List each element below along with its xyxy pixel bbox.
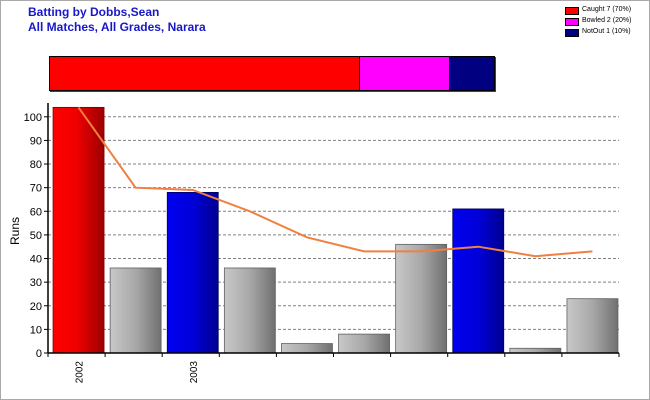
bar-8 <box>452 208 505 354</box>
chart-subtitle: All Matches, All Grades, Narara <box>28 20 206 34</box>
y-tick-label: 50 <box>30 230 42 242</box>
legend-swatch-caught <box>565 7 579 15</box>
y-tick-label: 10 <box>30 324 42 336</box>
bar-3 <box>166 191 219 354</box>
trend-line <box>77 106 593 258</box>
bar-7 <box>395 243 448 354</box>
y-tick-label: 30 <box>30 277 42 289</box>
y-tick-label: 100 <box>24 112 42 124</box>
y-tick-label: 60 <box>30 206 42 218</box>
legend-swatch-notout <box>565 29 579 37</box>
chart-title: Batting by Dobbs,Sean <box>28 5 160 19</box>
bar-5 <box>281 343 333 354</box>
bar-10 <box>566 298 619 354</box>
bar-2 <box>109 267 162 354</box>
y-tick-label: 40 <box>30 254 42 266</box>
dismissal-summary-bar <box>49 56 495 91</box>
bar-4 <box>223 267 276 354</box>
y-tick-label: 80 <box>30 159 42 171</box>
summary-segment-notout <box>449 57 494 90</box>
summary-segment-caught <box>50 57 361 90</box>
y-tick-label: 70 <box>30 183 42 195</box>
summary-segment-bowled <box>360 57 450 90</box>
legend-swatch-bowled <box>565 18 579 26</box>
y-axis-label: Runs <box>8 217 22 245</box>
y-tick-label: 0 <box>36 348 42 360</box>
bar-6 <box>338 333 390 354</box>
x-tick-label: 2003 <box>189 361 200 384</box>
legend-label-notout: NotOut 1 (10%) <box>582 28 631 35</box>
y-tick-label: 90 <box>30 135 42 147</box>
bar-1 <box>52 106 105 354</box>
x-tick-label: 2002 <box>75 361 86 384</box>
legend-label-caught: Caught 7 (70%) <box>582 6 632 13</box>
y-tick-label: 20 <box>30 301 42 313</box>
legend-label-bowled: Bowled 2 (20%) <box>582 17 632 24</box>
